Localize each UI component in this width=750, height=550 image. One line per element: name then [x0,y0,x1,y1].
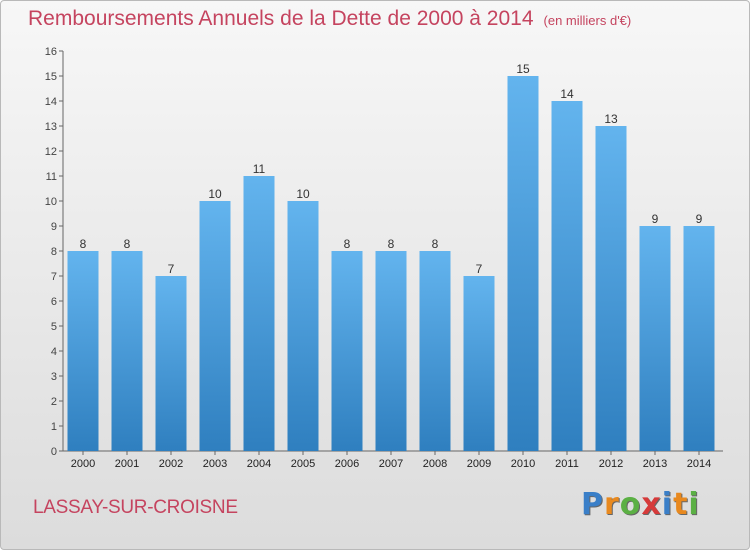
bar-value-label: 8 [344,237,351,251]
bar [507,76,539,451]
bar-value-label: 8 [124,237,131,251]
bar-value-label: 9 [652,212,659,226]
y-tick-label: 4 [51,346,57,358]
y-tick-label: 15 [45,71,57,83]
x-tick-label: 2014 [687,458,711,470]
bar [683,226,715,451]
logo-letter: i [688,487,700,522]
y-tick-label: 9 [51,221,57,233]
x-tick-label: 2012 [599,458,623,470]
bar [551,101,583,451]
x-tick-label: 2000 [71,458,95,470]
x-tick-label: 2009 [467,458,491,470]
y-tick-label: 3 [51,371,57,383]
bar-value-label: 11 [253,162,266,176]
bar [287,201,319,451]
y-tick-label: 2 [51,396,57,408]
bar-value-label: 13 [604,112,618,126]
bar [331,251,363,451]
commune-name: LASSAY-SUR-CROISNE [33,497,238,518]
x-tick-label: 2011 [555,458,579,470]
bar-value-label: 10 [208,187,222,201]
y-tick-label: 12 [45,146,57,158]
logo-letter: o [619,487,642,522]
bar [199,201,231,451]
logo-letter: r [604,487,620,522]
y-tick-label: 7 [51,271,57,283]
bar-value-label: 14 [560,87,574,101]
bar [243,176,275,451]
chart-title: Remboursements Annuels de la Dette de 20… [28,7,631,31]
chart-data-labels: 8 8 7 10 11 10 8 8 8 7 15 14 13 9 9 [80,62,703,276]
bar [639,226,671,451]
x-tick-label: 2001 [115,458,139,470]
logo-letter: i [661,487,674,522]
x-tick-label: 2010 [511,458,535,470]
x-tick-label: 2008 [423,458,447,470]
x-tick-label: 2004 [247,458,271,470]
x-tick-label: 2013 [643,458,667,470]
bar [111,251,143,451]
bar-value-label: 7 [168,262,175,276]
y-tick-label: 1 [51,421,57,433]
bar [463,276,495,451]
bar-value-label: 8 [80,237,87,251]
bar-value-label: 8 [432,237,439,251]
proxiti-logo: Proxiti [581,487,700,522]
bar [375,251,407,451]
bar-value-label: 15 [516,62,530,76]
y-tick-label: 13 [45,121,57,133]
y-tick-label: 10 [45,196,57,208]
bar [419,251,451,451]
x-tick-label: 2006 [335,458,359,470]
x-tick-label: 2005 [291,458,315,470]
bar-value-label: 10 [296,187,310,201]
chart-unit: (en milliers d'€) [543,13,632,28]
y-tick-label: 11 [46,171,57,183]
y-tick-label: 14 [45,96,57,108]
x-tick-label: 2002 [159,458,183,470]
y-tick-label: 0 [51,446,57,458]
y-tick-label: 8 [51,246,57,258]
x-tick-label: 2007 [379,458,403,470]
bar-value-label: 9 [696,212,703,226]
logo-letter: x [641,487,662,522]
bar [595,126,627,451]
chart-title-text: Remboursements Annuels de la Dette de 20… [28,7,534,30]
bar-value-label: 7 [476,262,483,276]
bar [155,276,187,451]
bar [67,251,99,451]
chart-bars [67,76,715,451]
bar-value-label: 8 [388,237,395,251]
y-tick-label: 6 [51,296,57,308]
y-tick-label: 5 [51,321,57,333]
y-tick-label: 16 [45,46,57,58]
logo-letter: P [581,487,604,522]
x-tick-label: 2003 [203,458,227,470]
logo-letter: t [673,487,689,522]
